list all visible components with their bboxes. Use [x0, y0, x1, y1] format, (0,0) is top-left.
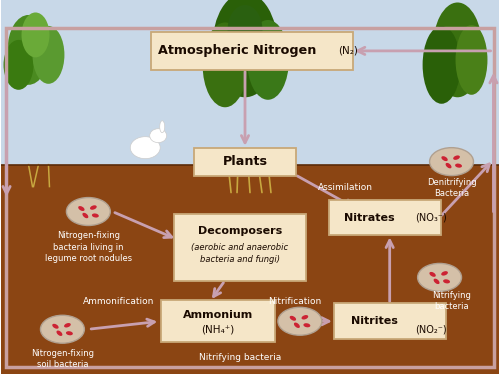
Text: Ammonium: Ammonium: [183, 310, 253, 320]
Text: Nitrogen-fixing
soil bacteria: Nitrogen-fixing soil bacteria: [31, 349, 94, 369]
Ellipse shape: [202, 22, 248, 107]
Bar: [0, 0, 500, 165]
Ellipse shape: [66, 198, 110, 225]
Ellipse shape: [160, 121, 164, 133]
Ellipse shape: [4, 40, 34, 90]
Bar: [237, 222, 243, 240]
Ellipse shape: [302, 315, 308, 320]
FancyBboxPatch shape: [329, 200, 440, 236]
Ellipse shape: [212, 0, 278, 97]
Ellipse shape: [40, 315, 84, 343]
Ellipse shape: [446, 163, 452, 168]
Ellipse shape: [228, 5, 262, 55]
Bar: [219, 228, 225, 246]
Text: (aerobic and anaerobic
bacteria and fungi): (aerobic and anaerobic bacteria and fung…: [192, 243, 288, 264]
Text: Decomposers: Decomposers: [198, 226, 282, 237]
Ellipse shape: [430, 272, 436, 277]
Text: Nitrifying
bacteria: Nitrifying bacteria: [432, 291, 471, 312]
Ellipse shape: [455, 164, 462, 168]
Ellipse shape: [64, 323, 71, 327]
Ellipse shape: [22, 12, 50, 57]
Text: (NH₄⁺): (NH₄⁺): [202, 324, 234, 334]
Ellipse shape: [78, 206, 84, 211]
Text: Ammonification: Ammonification: [82, 297, 154, 306]
Ellipse shape: [430, 148, 474, 176]
Text: Nitrates: Nitrates: [344, 213, 395, 222]
Text: Assimilation: Assimilation: [318, 183, 373, 192]
FancyBboxPatch shape: [161, 300, 275, 342]
Ellipse shape: [434, 279, 440, 284]
Ellipse shape: [90, 205, 96, 210]
Ellipse shape: [130, 137, 160, 159]
Ellipse shape: [92, 213, 99, 217]
Ellipse shape: [150, 129, 166, 142]
Text: (NO₂⁻): (NO₂⁻): [416, 324, 447, 334]
Ellipse shape: [418, 263, 462, 291]
Text: Nitrogen-fixing
bacteria living in
legume root nodules: Nitrogen-fixing bacteria living in legum…: [45, 231, 132, 262]
FancyBboxPatch shape: [334, 303, 446, 339]
Text: Nitrites: Nitrites: [352, 316, 398, 326]
Ellipse shape: [442, 156, 448, 161]
Text: Nitrifying bacteria: Nitrifying bacteria: [199, 353, 281, 362]
Ellipse shape: [432, 3, 482, 97]
Ellipse shape: [443, 279, 450, 284]
Text: (NO₃⁻): (NO₃⁻): [416, 213, 448, 222]
Text: Denitrifying
Bacteria: Denitrifying Bacteria: [426, 178, 476, 198]
Ellipse shape: [422, 26, 461, 104]
Ellipse shape: [290, 316, 296, 321]
Ellipse shape: [456, 25, 488, 95]
Ellipse shape: [82, 213, 88, 218]
Text: Nitrification: Nitrification: [268, 297, 322, 306]
Ellipse shape: [441, 271, 448, 276]
Ellipse shape: [247, 20, 289, 100]
Text: Atmospheric Nitrogen: Atmospheric Nitrogen: [158, 44, 316, 57]
Ellipse shape: [56, 330, 62, 336]
FancyBboxPatch shape: [174, 213, 306, 281]
Ellipse shape: [52, 324, 59, 329]
Ellipse shape: [227, 215, 253, 228]
Text: (N₂): (N₂): [338, 46, 357, 56]
Ellipse shape: [8, 15, 50, 85]
FancyBboxPatch shape: [151, 32, 353, 70]
Ellipse shape: [278, 307, 322, 335]
Ellipse shape: [453, 155, 460, 160]
Ellipse shape: [294, 322, 300, 328]
Ellipse shape: [32, 26, 64, 84]
Ellipse shape: [66, 331, 73, 335]
Ellipse shape: [304, 323, 310, 327]
Text: Plants: Plants: [222, 155, 268, 168]
Bar: [0, 165, 500, 374]
Ellipse shape: [208, 220, 236, 234]
FancyBboxPatch shape: [194, 148, 296, 176]
